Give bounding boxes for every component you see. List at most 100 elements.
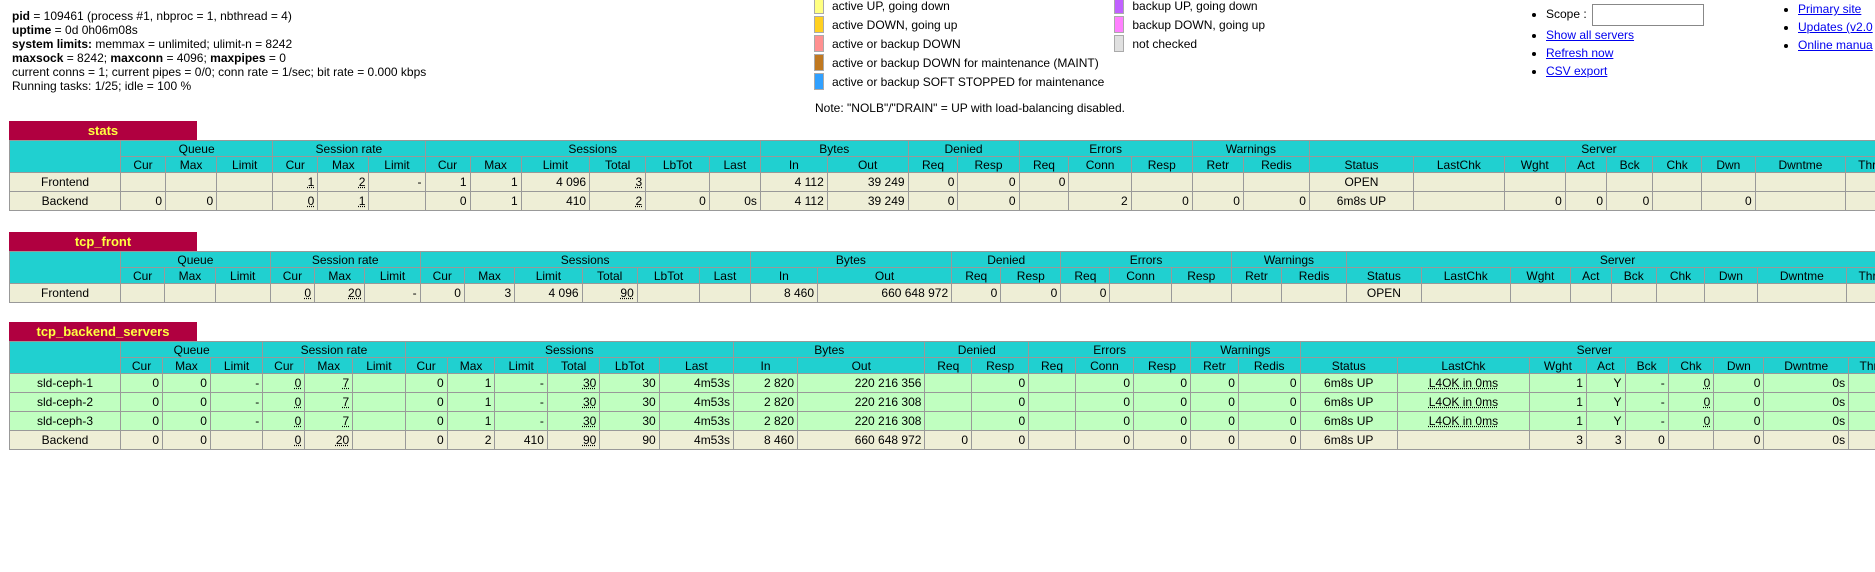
table-cell: 0 [1190,373,1239,393]
table-cell: 4 112 [759,172,828,192]
column-header: Retr [1191,156,1244,173]
row-name[interactable]: Frontend [9,283,121,303]
table-cell [216,172,274,192]
row-name[interactable]: sld-ceph-3 [9,411,121,431]
group-header: Errors [1060,251,1232,268]
column-header: Dwn [1703,267,1758,284]
column-header: Cur [419,267,465,284]
column-header: Limit [216,156,274,173]
table-cell: 0 [262,392,306,412]
table-cell [1569,283,1612,303]
table-cell: 2 820 [733,411,799,431]
table-cell: 220 216 308 [797,411,926,431]
table-cell [1028,392,1076,412]
table-cell: - [1848,392,1875,412]
table-cell: 4 112 [759,191,828,211]
table-cell: - [494,373,548,393]
csv-export-link[interactable]: CSV export [1546,64,1608,78]
legend-label [1128,72,1275,91]
legend-swatch [1114,16,1125,33]
table-cell: 30 [599,392,660,412]
stats-table: Queue Session rate Sessions Bytes Denied Erro… [9,140,1875,211]
table-cell: 20 [314,283,366,303]
name-header [9,251,121,284]
group-header: Denied [907,140,1020,157]
table-cell: 0 [907,191,959,211]
table-cell: 0 [1074,430,1135,450]
column-header: Limit [209,357,264,374]
refresh-now-link[interactable]: Refresh now [1546,46,1614,60]
scope-item: Scope : [1546,4,1705,26]
row-name[interactable]: sld-ceph-2 [9,392,121,412]
row-name[interactable]: sld-ceph-1 [9,373,121,393]
row-name[interactable]: Frontend [9,172,121,192]
proxy-tcp-backend-servers: tcp_backend_servers Queue Session rate Sess… [9,322,1875,450]
show-all-servers-link[interactable]: Show all servers [1546,28,1635,42]
table-cell: 0 [1130,191,1193,211]
table-cell: 90 [581,283,638,303]
scope-input[interactable] [1592,4,1705,26]
table-cell: 1 [1528,373,1587,393]
table-cell: - [209,373,264,393]
primary-site-link[interactable]: Primary site [1798,2,1862,16]
table-cell: 7 [304,411,354,431]
column-header: Limit [494,357,548,374]
table-cell: 0 [1133,373,1192,393]
table-cell [352,373,406,393]
table-cell: 0 [404,392,448,412]
table-cell: - [209,392,264,412]
column-header: Resp [971,357,1030,374]
proxy-title[interactable]: tcp_backend_servers [9,322,197,341]
table-cell: 1 [424,172,471,192]
table-cell: 0 [119,411,164,431]
updates-link[interactable]: Updates (v2.0 [1798,20,1873,34]
table-cell [164,283,216,303]
column-header: Act [1585,357,1626,374]
legend-row: active or backup SOFT STOPPED for mainte… [814,72,1275,91]
table-cell: 0s [1763,411,1850,431]
table-cell: 0 [262,411,306,431]
table-cell: 2 [1068,191,1132,211]
group-header: Warnings [1190,341,1301,358]
table-cell: - [494,411,548,431]
table-cell [636,283,701,303]
scope-label: Scope : [1546,7,1587,22]
group-header: Denied [924,341,1030,358]
legend-swatch [814,0,824,14]
column-header: Total [546,357,601,374]
legend-row: active or backup DOWN for maintenance (M… [814,53,1275,72]
table-cell [924,373,973,393]
group-header: Bytes [759,140,909,157]
row-name[interactable]: Backend [9,191,121,211]
column-header: Max [463,267,516,284]
legend-swatch-cell [814,53,828,72]
table-cell: 7 [304,373,354,393]
table-cell: 1 [272,172,319,192]
proxy-title[interactable]: stats [9,121,197,140]
table-cell: 220 216 308 [797,392,926,412]
table-cell: 0 [419,283,465,303]
column-header: Cur [262,357,306,374]
table-cell [1130,172,1193,192]
table-cell: - [494,392,548,412]
column-header: Thr [1845,267,1875,284]
group-header: Warnings [1191,140,1310,157]
table-cell: L4OK in 0ms [1396,411,1530,431]
table-cell: 0 [971,430,1030,450]
proxy-title[interactable]: tcp_front [9,232,197,251]
table-cell: 0 [1242,191,1310,211]
table-cell [368,191,426,211]
scope-panel: Scope : Show all servers Refresh now CSV… [1528,0,1705,80]
table-row: sld-ceph-1 0 0-0 7 0 1-30 30 4m53s 2 820 220 216 … [9,373,1875,393]
row-name[interactable]: Backend [9,430,121,450]
table-cell: 2 [446,430,496,450]
table-cell [1109,283,1172,303]
column-header: Total [581,267,638,284]
table-cell: 660 648 972 [816,283,953,303]
column-header: Limit [214,267,271,284]
stats-table: Queue Session rate Sessions Bytes Denied Erro… [9,341,1875,450]
table-cell [1845,283,1875,303]
table-cell: - [368,172,426,192]
group-header: Session rate [269,251,421,268]
online-manual-link[interactable]: Online manua [1798,38,1873,52]
